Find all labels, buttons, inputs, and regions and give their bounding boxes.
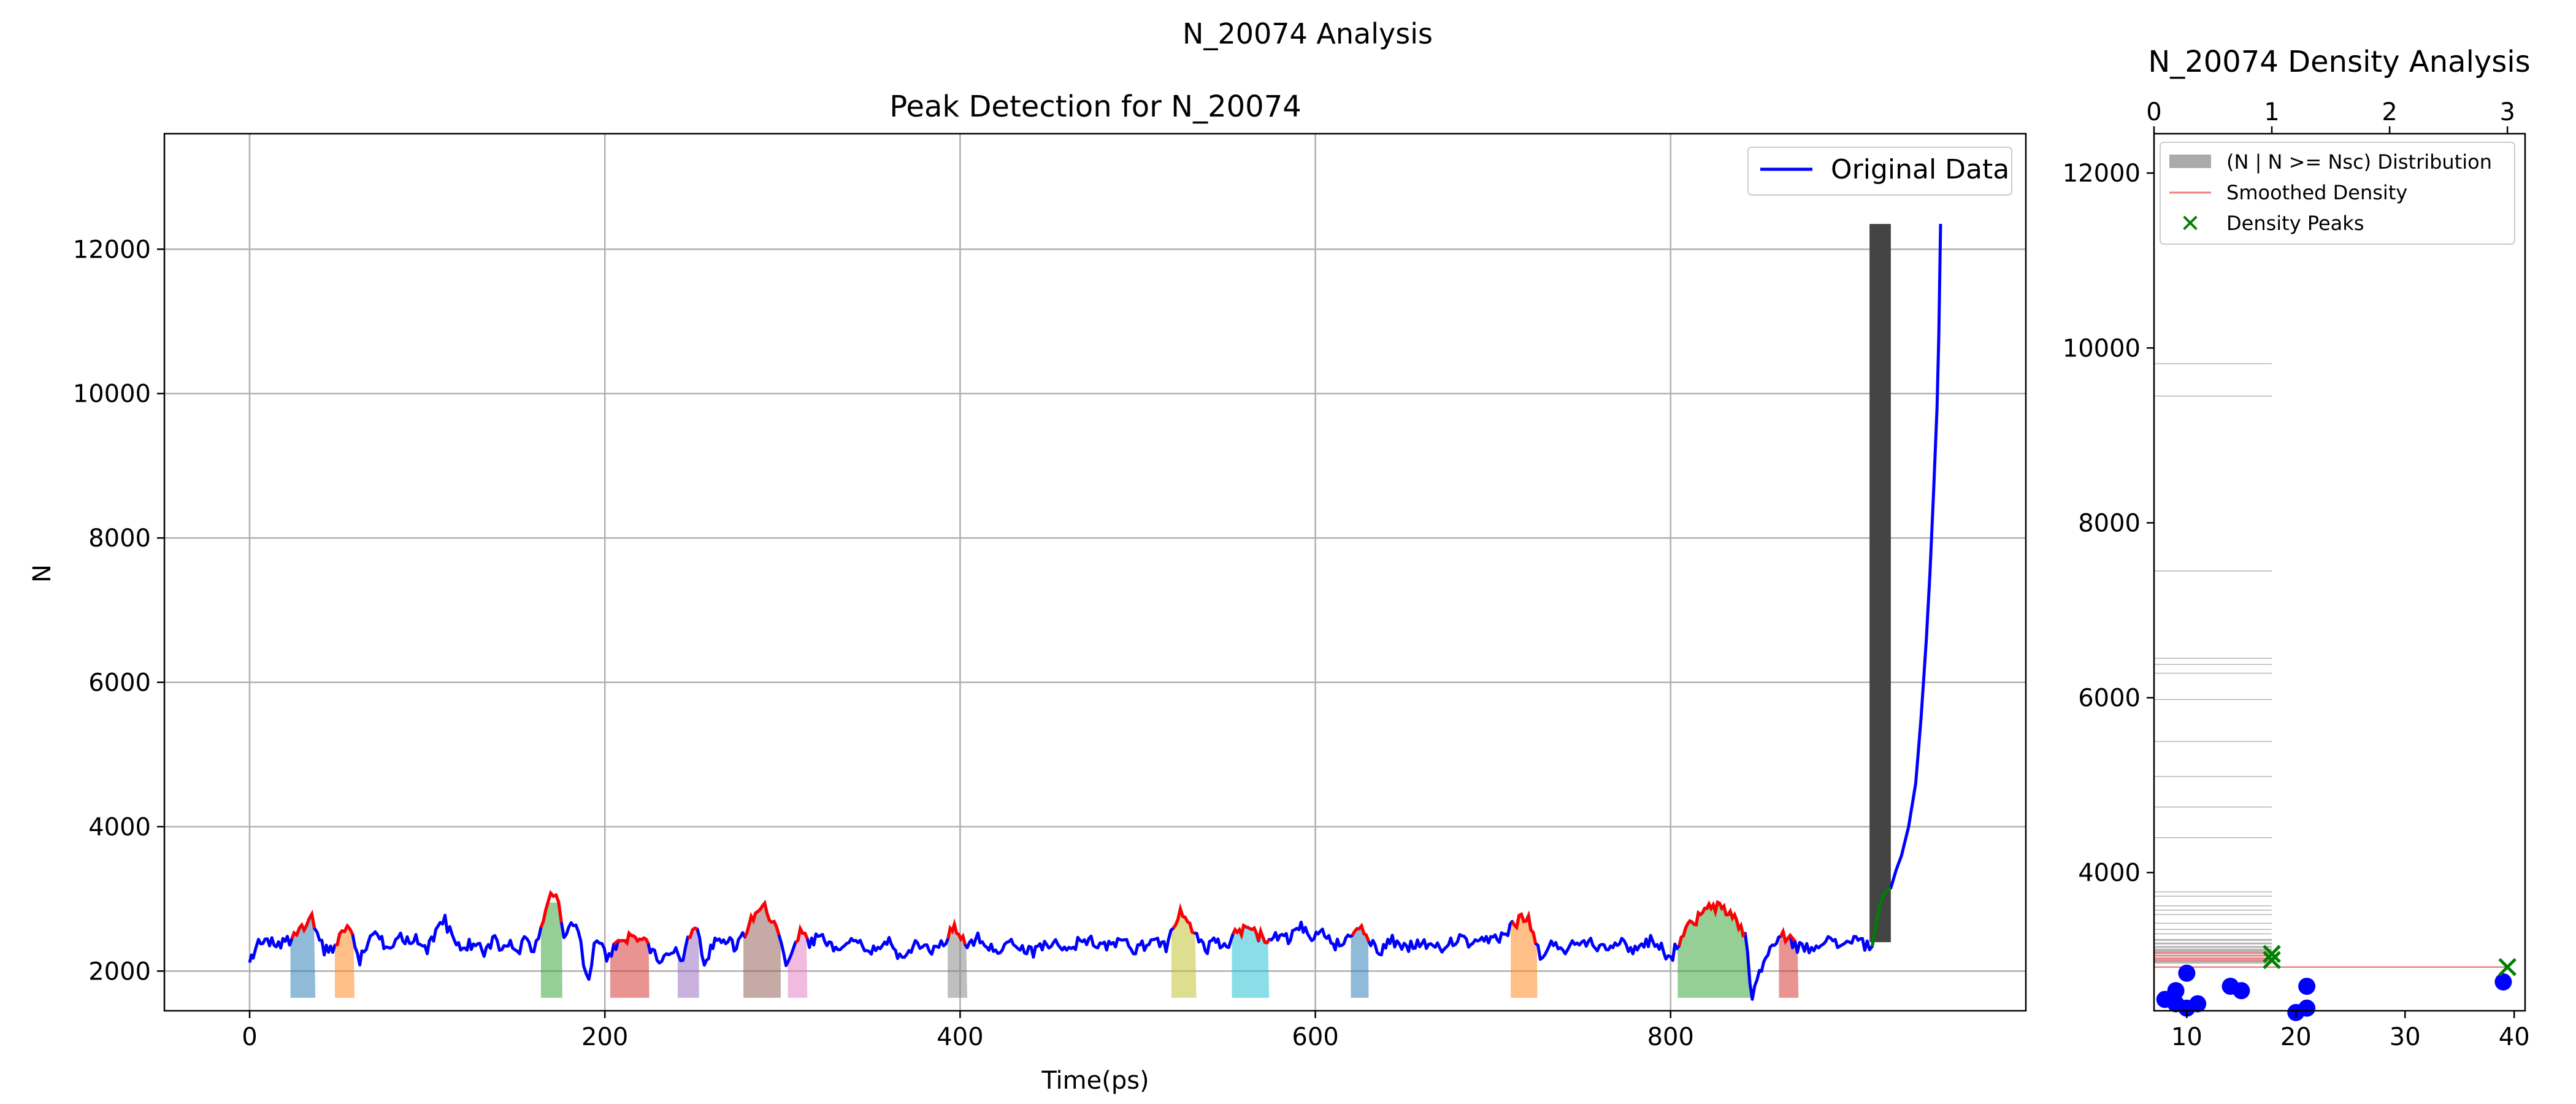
- tall-bar-rect: [1869, 224, 1891, 943]
- peak-highlight-9: [1171, 903, 1195, 935]
- peak-region-13: [1677, 902, 1751, 998]
- legend-swatch-distribution: [2169, 155, 2211, 168]
- scatter-point: [2233, 982, 2250, 1000]
- density-y-tick-label: 8000: [2078, 509, 2141, 537]
- density-y-tick-label: 4000: [2078, 859, 2141, 887]
- peak-highlight-8: [946, 918, 967, 945]
- density-peak-marker: [2498, 957, 2517, 976]
- legend-label-original: Original Data: [1831, 154, 2009, 185]
- peak-highlight-5: [687, 926, 698, 940]
- peak-region-11: [1351, 926, 1369, 998]
- main-x-tick-label: 0: [242, 1023, 257, 1051]
- peak-highlight-1: [290, 910, 316, 940]
- density-top-x-ticks: 0 1 2 3: [2146, 98, 2515, 134]
- peak-detection-chart: Peak Detection for N_20074 0 200 400 600 800…: [28, 90, 2027, 1095]
- main-x-axis-label: Time(ps): [1041, 1067, 1149, 1095]
- peak-region-9: [1171, 910, 1197, 998]
- scatter-point: [2298, 978, 2316, 995]
- main-grid: [164, 134, 2026, 1011]
- peak-region-12: [1511, 914, 1538, 998]
- peak-highlight-6: [743, 899, 781, 938]
- main-x-tick-label: 600: [1292, 1023, 1338, 1051]
- density-bottom-tick-label: 10: [2171, 1023, 2202, 1051]
- main-x-tick-label: 800: [1647, 1023, 1694, 1051]
- density-top-tick-label: 0: [2146, 98, 2161, 126]
- main-legend: Original Data: [1747, 147, 2012, 196]
- peak-highlight-12: [1511, 910, 1538, 944]
- main-x-tick-label: 200: [581, 1023, 628, 1051]
- peak-region-4: [610, 933, 650, 998]
- density-plot-frame: [2153, 132, 2526, 1012]
- peak-highlight-14: [1779, 927, 1796, 945]
- density-bottom-x-ticks: 10 20 30 40: [2171, 1011, 2530, 1051]
- original-data-series: [248, 224, 1942, 1001]
- legend-label-smoothed: Smoothed Density: [2226, 181, 2407, 204]
- density-chart-title: N_20074 Density Analysis: [2148, 45, 2530, 79]
- density-analysis-chart: N_20074 Density Analysis 0 1 2 3 10 20 30 40 4…: [2063, 45, 2531, 1051]
- figure-suptitle: N_20074 Analysis: [1183, 17, 1433, 50]
- scatter-point: [2298, 999, 2316, 1017]
- main-y-tick-label: 6000: [88, 669, 151, 697]
- peak-region-2: [335, 926, 355, 998]
- peak-highlight-11: [1351, 922, 1370, 942]
- peak-region-8: [948, 926, 967, 998]
- main-y-tick-label: 10000: [73, 380, 151, 408]
- peak-region-5: [677, 928, 699, 998]
- scatter-point: [2494, 973, 2512, 991]
- peak-highlight-4: [613, 930, 650, 946]
- peak-region-6: [743, 903, 781, 998]
- legend-label-peaks: Density Peaks: [2226, 212, 2364, 235]
- density-bottom-tick-label: 40: [2499, 1023, 2530, 1051]
- main-y-tick-label: 8000: [88, 524, 151, 553]
- peak-highlight-13: [1677, 900, 1747, 946]
- peak-region-10: [1232, 926, 1270, 998]
- main-legend-box: [1747, 147, 2012, 196]
- density-histogram: [2154, 363, 2272, 964]
- main-y-ticks: 2000 4000 6000 8000 10000 12000: [73, 236, 164, 986]
- density-y-ticks: 4000 6000 8000 10000 12000: [2063, 159, 2154, 887]
- main-chart-title: Peak Detection for N_20074: [889, 90, 1301, 124]
- peak-highlight-2: [334, 922, 355, 947]
- density-y-tick-label: 12000: [2063, 159, 2141, 188]
- peak-highlight-10: [1231, 922, 1271, 945]
- density-bottom-tick-label: 20: [2280, 1023, 2312, 1051]
- main-x-ticks: 0 200 400 600 800: [242, 1011, 1694, 1051]
- main-y-tick-label: 4000: [88, 813, 151, 841]
- density-legend: (N | N >= Nsc) Distribution Smoothed Den…: [2160, 142, 2515, 245]
- original-data-line: [248, 224, 1942, 1001]
- main-y-axis-label: N: [28, 564, 56, 583]
- peak-highlight-7: [794, 924, 809, 944]
- density-scatter-points: [2156, 964, 2512, 1021]
- peak-region-7: [788, 928, 808, 998]
- density-top-tick-label: 3: [2499, 98, 2515, 126]
- density-legend-box: [2160, 142, 2515, 245]
- main-y-tick-label: 2000: [88, 957, 151, 986]
- scatter-point: [2167, 982, 2185, 1000]
- scatter-point: [2178, 964, 2196, 982]
- density-y-tick-label: 10000: [2063, 334, 2141, 362]
- legend-marker-peaks: ✕: [2180, 210, 2201, 238]
- scatter-point: [2189, 995, 2207, 1013]
- legend-label-distribution: (N | N >= Nsc) Distribution: [2226, 150, 2492, 174]
- tall-bar: [1869, 224, 1891, 943]
- density-top-tick-label: 1: [2264, 98, 2279, 126]
- density-y-tick-label: 6000: [2078, 684, 2141, 713]
- density-peak-markers: [2263, 945, 2517, 976]
- density-peak-marker: [2263, 945, 2281, 964]
- peak-region-fills: [290, 902, 1799, 998]
- density-top-tick-label: 2: [2382, 98, 2397, 126]
- main-plot-frame: [163, 132, 2027, 1012]
- main-y-tick-label: 12000: [73, 236, 151, 264]
- peak-region-3: [540, 902, 562, 998]
- smoothed-density-line: [2154, 952, 2508, 968]
- density-peak-marker: [2263, 951, 2281, 970]
- rise-highlight: [1871, 886, 1892, 947]
- main-x-tick-label: 400: [937, 1023, 983, 1051]
- density-bottom-tick-label: 30: [2390, 1023, 2421, 1051]
- peak-highlight-3: [539, 889, 563, 928]
